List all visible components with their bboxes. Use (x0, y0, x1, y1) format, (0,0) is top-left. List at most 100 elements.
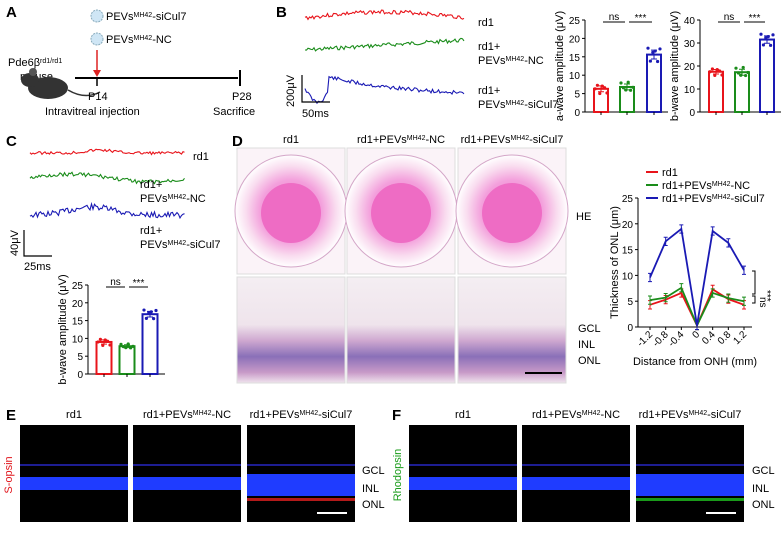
error-bar (648, 272, 652, 283)
y-axis-label: a-wave amplitude (μV) (554, 11, 566, 121)
data-point (119, 342, 123, 346)
label-part: -siCul7 (318, 409, 352, 421)
data-point (142, 308, 146, 312)
superscript: MH42 (299, 410, 318, 417)
legend-label: rd1+PEVsMH42-siCul7 (662, 193, 765, 205)
data-point (648, 59, 653, 63)
scale-bar (23, 230, 52, 257)
data-point (631, 85, 635, 89)
bar-sicul7 (141, 313, 159, 375)
trace-label-rd1: rd1 (478, 17, 494, 29)
superscript: MH42 (712, 194, 731, 201)
error-bar (742, 296, 746, 306)
label-part: PEVs (684, 180, 712, 192)
data-point (739, 73, 743, 77)
trace-label-nc-1: rd1+ (140, 179, 162, 191)
superscript: MH42 (582, 410, 601, 417)
significance-stars: *** (761, 290, 772, 302)
onl-label: ONL (752, 499, 775, 511)
data-point (154, 308, 158, 313)
data-point (646, 46, 650, 50)
label-part: PEVs (661, 409, 689, 421)
label-part: rd1+ (461, 134, 483, 146)
bar-sicul7 (759, 38, 775, 113)
significance-ns: ns (757, 297, 768, 308)
trace-label-sicul7-1: rd1+ (140, 225, 162, 237)
data-point (766, 34, 770, 39)
y-tick-label: 15 (569, 53, 581, 64)
significance-bracket (752, 295, 756, 304)
he-column-title: rd1+PEVsMH42-NC (357, 134, 445, 146)
superscript: MH42 (506, 100, 525, 107)
data-point (129, 346, 133, 350)
y-tick-label: 10 (72, 334, 84, 345)
trace-label-rd1: rd1 (193, 151, 209, 163)
data-point (718, 69, 722, 73)
label-part: -NC (600, 409, 620, 421)
nc-erg-trace (304, 37, 465, 52)
exosome-icon (90, 32, 104, 46)
legend-label: rd1 (662, 167, 678, 179)
label-part: Pde6β (8, 57, 40, 69)
gcl-band (409, 464, 517, 466)
exosome-icon (90, 9, 104, 23)
error-bar (663, 292, 668, 303)
label-part: PEVs (106, 11, 134, 23)
error-bar (695, 320, 699, 331)
fluorescence-image (20, 425, 128, 522)
lens (261, 183, 321, 243)
data-point (147, 311, 151, 315)
y-tick-label: 30 (684, 39, 696, 50)
bar-rd1 (95, 340, 113, 375)
significance-stars: *** (749, 13, 761, 24)
data-point (96, 340, 100, 344)
pevs-nc-label: PEVsMH42-NC (106, 34, 172, 46)
data-point (621, 86, 626, 90)
rd1-erg-trace (304, 9, 465, 21)
label-part: PEVs (554, 409, 582, 421)
data-point (658, 47, 662, 51)
nc-erg-trace (29, 171, 185, 185)
inl-label: INL (362, 483, 379, 495)
fluorescence-column-title: rd1 (66, 409, 82, 421)
arrowhead (93, 70, 101, 77)
superscript: MH42 (134, 35, 153, 42)
significance-bracket (752, 270, 756, 295)
data-point (656, 59, 660, 64)
mouse-tail (67, 89, 101, 97)
y-axis-label: Thickness of ONL (μm) (609, 206, 621, 319)
superscript: MH42 (168, 240, 187, 247)
superscript: MH42 (193, 410, 212, 417)
x-tick-label: 0.8 (716, 329, 734, 347)
superscript: MH42 (712, 181, 731, 188)
label-part: rd1 (66, 409, 82, 421)
bar-nc (734, 71, 750, 113)
panel-label-a: A (6, 4, 17, 21)
label-part: PEVs (272, 409, 300, 421)
mouse-head (21, 73, 39, 87)
he-retina-image (236, 276, 346, 384)
y-tick-label: 10 (684, 85, 696, 96)
data-point (653, 49, 657, 53)
y-tick-label: 5 (77, 352, 83, 363)
label-part: PEVs (165, 409, 193, 421)
scale-bar (301, 75, 330, 103)
onl-nuclei-band (409, 477, 517, 490)
data-point (769, 43, 773, 47)
stained-photoreceptors (247, 498, 355, 501)
fluorescence-column-title: rd1+PEVsMH42-NC (143, 409, 231, 421)
p28-label: P28 (232, 91, 252, 103)
error-bar (710, 288, 715, 298)
significance-stars: *** (635, 13, 647, 24)
onl-nuclei-band (636, 474, 744, 496)
gcl-label: GCL (752, 465, 775, 477)
he-column-title: rd1 (283, 134, 299, 146)
y-tick-label: 25 (72, 281, 84, 292)
fluorescence-column-title: rd1 (455, 409, 471, 421)
y-tick-label: 10 (569, 71, 581, 82)
y-axis-label: b-wave amplitude (μV) (57, 274, 69, 384)
he-retina-image (346, 276, 456, 384)
error-bar (726, 293, 731, 303)
gcl-band (247, 464, 355, 466)
